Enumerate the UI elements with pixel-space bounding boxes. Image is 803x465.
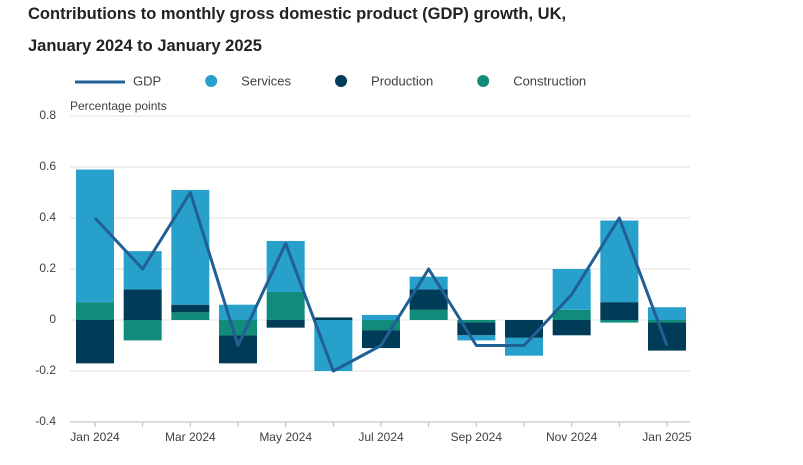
x-tick-label: Jul 2024 (358, 430, 404, 444)
bar-segment (362, 320, 400, 331)
y-axis-label: Percentage points (70, 99, 167, 113)
bar-segment (219, 335, 257, 364)
legend-label: Production (371, 73, 433, 88)
bar-segment (457, 320, 496, 323)
bar-segment (123, 289, 162, 320)
bar-segment (600, 302, 639, 320)
bar-segment (266, 320, 305, 328)
bar-segment (457, 335, 496, 341)
legend-label: GDP (133, 73, 161, 88)
bar-segment (171, 312, 210, 320)
y-tick-label: 0.8 (39, 108, 56, 122)
legend-swatch (477, 75, 490, 87)
bar-segment (171, 304, 210, 313)
chart-subtitle: January 2024 to January 2025 (28, 37, 262, 55)
bar-segment (552, 309, 591, 320)
bar-segment (76, 302, 114, 320)
legend-label: Construction (513, 73, 586, 88)
gdp-line (93, 191, 669, 373)
y-tick-label: 0.2 (39, 261, 56, 275)
bar-segment (409, 276, 448, 290)
bar-segment (362, 330, 400, 349)
x-tick-label: Jan 2024 (70, 430, 120, 444)
bar-segment (314, 320, 353, 371)
y-tick-label: -0.4 (35, 414, 56, 428)
x-tick-label: May 2024 (259, 430, 312, 444)
x-tick-label: Mar 2024 (165, 430, 216, 444)
bar-segment (648, 322, 686, 351)
bar-segment (409, 309, 448, 320)
y-tick-label: -0.2 (35, 363, 56, 377)
bar-segment (219, 320, 257, 336)
bar-segment (76, 320, 114, 364)
bar-segment (600, 220, 639, 303)
chart-title: Contributions to monthly gross domestic … (28, 5, 566, 23)
bar-segment (266, 240, 305, 292)
legend-swatch (205, 75, 218, 87)
y-tick-label: 0.4 (39, 210, 56, 224)
bar-segment (552, 320, 591, 336)
x-tick-label: Sep 2024 (451, 430, 503, 444)
y-tick-label: 0.6 (39, 159, 56, 173)
legend-label: Services (241, 73, 291, 88)
legend-swatch (335, 75, 348, 87)
bar-segment (123, 320, 162, 341)
bar-segment (266, 291, 305, 320)
x-tick-label: Nov 2024 (546, 430, 598, 444)
bar-segment (76, 169, 114, 303)
bar-segment (648, 320, 686, 323)
y-tick-label: 0 (49, 312, 56, 326)
bar-segment (314, 317, 353, 320)
bar-segment (171, 189, 210, 305)
x-tick-label: Jan 2025 (642, 430, 692, 444)
bar-segment (600, 320, 639, 323)
bar-segment (409, 289, 448, 310)
bar-segment (362, 314, 400, 320)
bar-segment (505, 320, 543, 338)
